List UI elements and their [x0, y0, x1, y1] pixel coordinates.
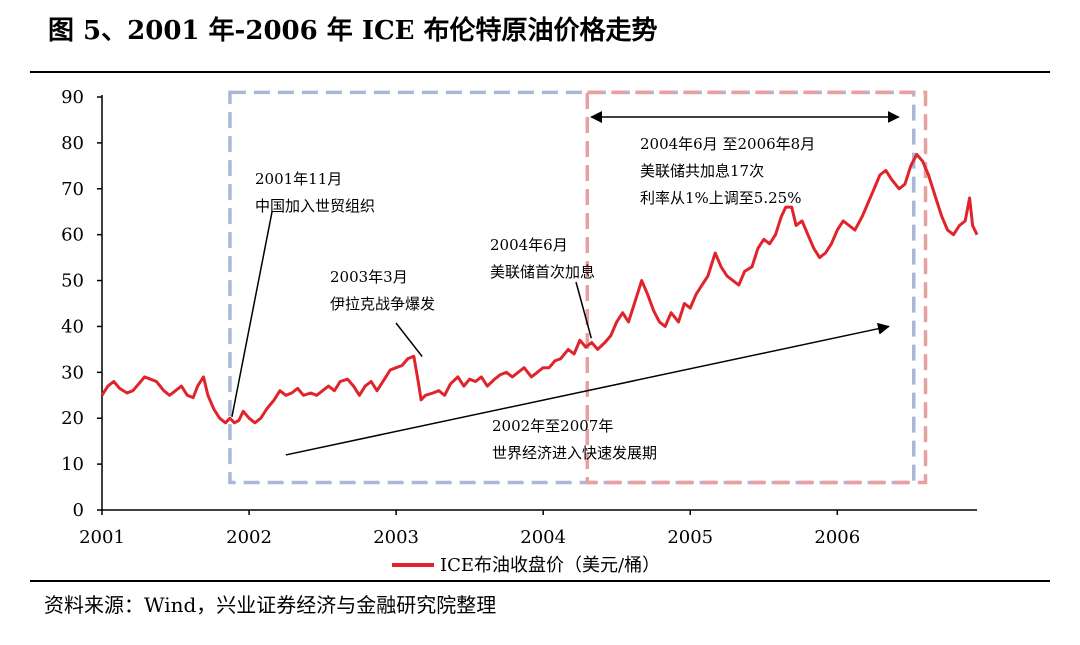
y-tick-label: 70 [61, 179, 84, 200]
annotation-fed-cycle-line: 利率从1%上调至5.25% [640, 189, 801, 207]
axes: 0 10 20 30 40 50 60 70 80 90 2001 2002 2003 2004 2005 2… [61, 87, 977, 548]
legend-label: ICE布油收盘价（美元/桶） [440, 555, 660, 576]
annotation-iraq-line: 伊拉克战争爆发 [330, 295, 435, 313]
annotation-growth-period-line: 世界经济进入快速发展期 [492, 444, 657, 462]
annotation-wto-line: 2001年11月 [255, 170, 342, 188]
annotation-fed-cycle-line: 美联储共加息17次 [640, 162, 764, 180]
annotation-fed-first-hike-line: 2004年6月 [490, 236, 568, 254]
annotation-labels: 2001年11月中国加入世贸组织2003年3月伊拉克战争爆发2004年6月美联储… [255, 135, 815, 462]
y-tick-label: 80 [61, 133, 84, 154]
x-tick-label: 2005 [667, 527, 713, 548]
y-tick-label: 10 [61, 454, 84, 475]
series-line-ice-brent [100, 152, 979, 425]
annotation-growth-period-line: 2002年至2007年 [492, 417, 613, 435]
source-note: 资料来源：Wind，兴业证券经济与金融研究院整理 [44, 593, 497, 617]
top-rule [30, 71, 1050, 73]
legend: ICE布油收盘价（美元/桶） [392, 555, 660, 576]
leader-line-wto [231, 211, 273, 417]
x-tick-label: 2006 [814, 527, 860, 548]
x-tick-label: 2003 [373, 527, 419, 548]
annotation-arrows [231, 111, 900, 456]
y-tick-label: 90 [61, 87, 84, 108]
y-tick-label: 50 [61, 271, 84, 292]
annotation-fed-first-hike-line: 美联储首次加息 [490, 263, 595, 281]
y-tick-label: 40 [61, 316, 84, 337]
y-tick-label: 60 [61, 225, 84, 246]
leader-line-fed [575, 281, 593, 339]
x-tick-label: 2002 [226, 527, 272, 548]
y-tick-label: 20 [61, 408, 84, 429]
highlight-regions [228, 90, 928, 485]
growth-trend-arrow [285, 322, 890, 456]
annotation-iraq-line: 2003年3月 [330, 268, 408, 286]
y-tick-label: 0 [73, 500, 84, 521]
leader-line-iraq [395, 322, 423, 358]
annotation-fed-cycle-line: 2004年6月 至2006年8月 [640, 135, 815, 153]
bottom-rule [30, 580, 1050, 582]
y-tick-label: 30 [61, 362, 84, 383]
red-dashed-box [585, 90, 928, 485]
x-tick-label: 2004 [520, 527, 566, 548]
page-title: 图 5、2001 年-2006 年 ICE 布伦特原油价格走势 [48, 16, 658, 46]
annotation-wto-line: 中国加入世贸组织 [255, 197, 375, 215]
x-tick-label: 2001 [79, 527, 125, 548]
blue-dashed-box [228, 90, 916, 485]
